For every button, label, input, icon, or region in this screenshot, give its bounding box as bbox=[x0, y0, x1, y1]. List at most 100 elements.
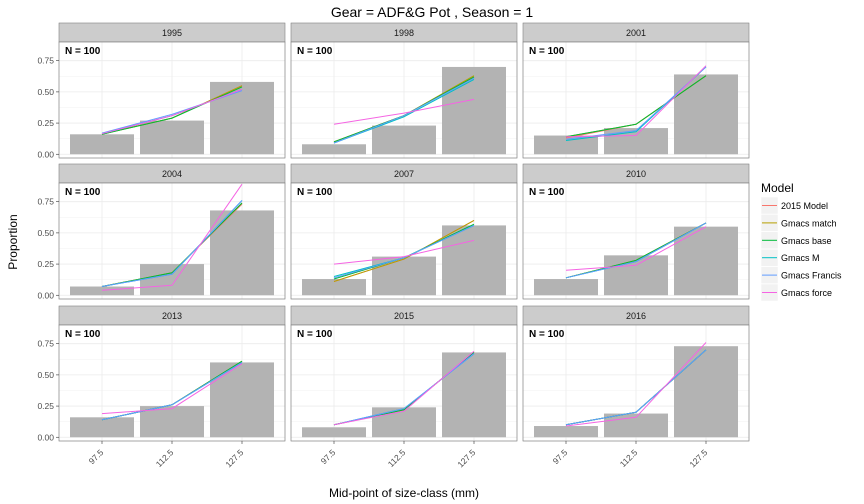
series-line bbox=[333, 239, 475, 265]
panel-border bbox=[58, 41, 286, 159]
legend-label: Gmacs base bbox=[781, 236, 832, 246]
series-line bbox=[333, 219, 475, 282]
panel-border bbox=[522, 182, 750, 300]
observed-bar bbox=[534, 279, 598, 296]
observed-bar bbox=[140, 264, 204, 296]
y-tick-label: 0.50 bbox=[37, 228, 54, 238]
facet-strip-label: 1995 bbox=[162, 28, 182, 38]
y-tick-label: 0.25 bbox=[37, 259, 54, 269]
observed-bar bbox=[70, 417, 134, 438]
legend-label: Gmacs match bbox=[781, 218, 837, 228]
facet-panel: 2007 N = 100 bbox=[290, 163, 518, 300]
y-tick-label: 0.75 bbox=[37, 339, 54, 349]
series-line bbox=[565, 342, 707, 427]
observed-bar bbox=[210, 210, 274, 296]
series-line bbox=[565, 349, 707, 426]
observed-bar bbox=[210, 362, 274, 438]
observed-bar bbox=[302, 279, 366, 296]
observed-bar bbox=[70, 134, 134, 155]
x-tick-label: 112.5 bbox=[154, 447, 176, 469]
series-line bbox=[101, 88, 243, 135]
x-tick-label: 127.5 bbox=[455, 447, 477, 469]
panel-border bbox=[290, 182, 518, 300]
sample-size-label: N = 100 bbox=[529, 46, 565, 57]
facet-panel: 2015 N = 100 97.5 112.5 127.5 bbox=[290, 305, 518, 469]
series-line bbox=[333, 77, 475, 144]
series-line bbox=[333, 353, 475, 426]
series-line bbox=[565, 222, 707, 279]
sample-size-label: N = 100 bbox=[65, 46, 101, 57]
observed-bar bbox=[70, 286, 134, 296]
observed-bar bbox=[302, 427, 366, 438]
series-line bbox=[333, 98, 475, 125]
observed-bar bbox=[140, 406, 204, 438]
facet-strip-label: 2013 bbox=[162, 311, 182, 321]
sample-size-label: N = 100 bbox=[297, 187, 333, 198]
facet-strip-label: 2016 bbox=[626, 311, 646, 321]
y-tick-label: 0.25 bbox=[37, 118, 54, 128]
observed-bar bbox=[442, 352, 506, 438]
facet-panel: 2001 N = 100 bbox=[522, 22, 750, 159]
observed-bar bbox=[442, 225, 506, 296]
observed-bar bbox=[302, 144, 366, 155]
series-line bbox=[101, 363, 243, 415]
observed-bar bbox=[674, 74, 738, 155]
legend-label: 2015 Model bbox=[781, 201, 828, 211]
facet-panel: 2004 N = 100 0.00 0.25 0.50 0.75 bbox=[37, 163, 286, 300]
legend-title: Model bbox=[761, 181, 794, 195]
facet-panel: 2016 N = 100 97.5 112.5 127.5 bbox=[522, 305, 750, 469]
observed-bar bbox=[372, 256, 436, 296]
facet-strip-label: 2007 bbox=[394, 169, 414, 179]
y-tick-label: 0.00 bbox=[37, 149, 54, 159]
observed-bar bbox=[372, 125, 436, 155]
facet-strip-label: 2010 bbox=[626, 169, 646, 179]
y-tick-label: 0.00 bbox=[37, 290, 54, 300]
x-tick-label: 112.5 bbox=[386, 447, 408, 469]
facet-panel: 2010 N = 100 bbox=[522, 163, 750, 300]
x-tick-label: 112.5 bbox=[618, 447, 640, 469]
x-axis-label: Mid-point of size-class (mm) bbox=[329, 486, 479, 500]
panel-border bbox=[522, 41, 750, 159]
facet-strip-label: 2001 bbox=[626, 28, 646, 38]
y-tick-label: 0.75 bbox=[37, 56, 54, 66]
facet-panel: 1998 N = 100 bbox=[290, 22, 518, 159]
x-tick-label: 97.5 bbox=[87, 447, 106, 466]
observed-bar bbox=[534, 426, 598, 438]
x-tick-label: 97.5 bbox=[551, 447, 570, 466]
series-line bbox=[101, 200, 243, 287]
y-axis-label: Proportion bbox=[6, 214, 20, 269]
facet-panel: 2013 N = 100 0.00 0.25 0.50 0.75 97.5 112.5 127.… bbox=[37, 305, 286, 469]
observed-bar bbox=[140, 120, 204, 155]
series-line bbox=[101, 361, 243, 421]
panel-border bbox=[290, 41, 518, 159]
observed-bar bbox=[442, 66, 506, 155]
sample-size-label: N = 100 bbox=[529, 187, 565, 198]
x-tick-label: 127.5 bbox=[223, 447, 245, 469]
sample-size-label: N = 100 bbox=[65, 329, 101, 340]
sample-size-label: N = 100 bbox=[65, 187, 101, 198]
series-line bbox=[565, 226, 707, 271]
sample-size-label: N = 100 bbox=[297, 46, 333, 57]
legend-label: Gmacs M bbox=[781, 253, 820, 263]
legend-label: Gmacs Francis bbox=[781, 271, 842, 281]
observed-bar bbox=[534, 135, 598, 155]
observed-bar bbox=[674, 346, 738, 438]
sample-size-label: N = 100 bbox=[529, 329, 565, 340]
facet-strip-label: 1998 bbox=[394, 28, 414, 38]
y-tick-label: 0.25 bbox=[37, 401, 54, 411]
chart-title: Gear = ADF&G Pot , Season = 1 bbox=[331, 4, 534, 20]
observed-bar bbox=[210, 81, 274, 155]
x-tick-label: 127.5 bbox=[687, 447, 709, 469]
legend: Model 2015 Model Gmacs match Gmacs base Gma… bbox=[760, 181, 842, 302]
sample-size-label: N = 100 bbox=[297, 329, 333, 340]
facet-strip-label: 2004 bbox=[162, 169, 182, 179]
series-line bbox=[101, 183, 243, 291]
facet-strip-label: 2015 bbox=[394, 311, 414, 321]
series-line bbox=[565, 65, 707, 138]
series-line bbox=[333, 350, 475, 426]
legend-label: Gmacs force bbox=[781, 288, 832, 298]
panel-border bbox=[58, 182, 286, 300]
series-line bbox=[101, 86, 243, 135]
facet-panel: 1995 N = 100 0.00 0.25 0.50 0.75 bbox=[37, 22, 286, 159]
